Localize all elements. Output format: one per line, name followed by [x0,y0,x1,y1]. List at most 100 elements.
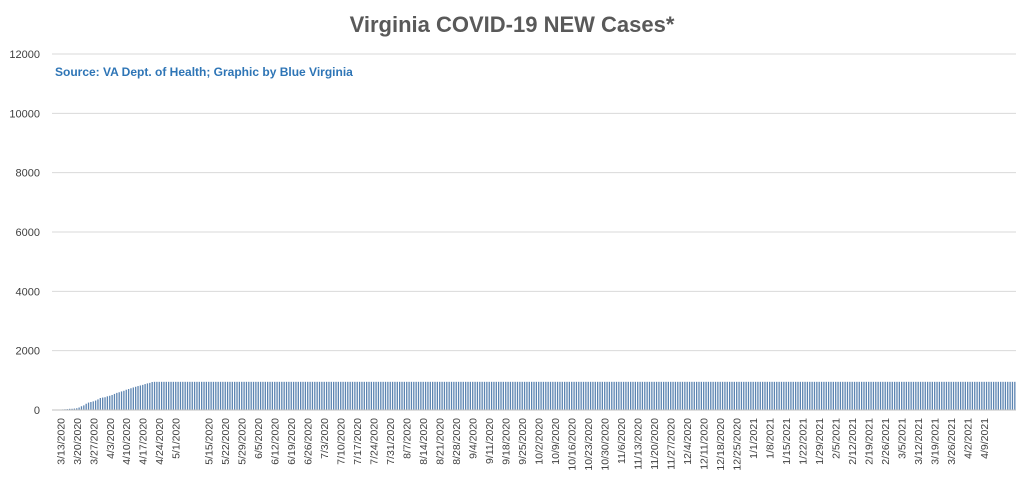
bar [837,381,839,410]
bar [257,381,259,410]
x-tick-label: 5/22/2020 [220,418,232,465]
chart-title: Virginia COVID-19 NEW Cases* [350,12,675,37]
bar [750,381,752,410]
bar [495,381,497,410]
bar [71,408,73,410]
bar [78,407,80,410]
x-tick-label: 2/12/2021 [847,418,859,465]
bar [120,391,123,410]
bar [672,381,674,410]
bar [835,381,837,410]
bar [420,381,422,410]
bar [592,381,594,410]
bar [193,381,196,410]
bar [719,381,721,410]
bar [149,382,151,410]
bar [563,381,566,410]
bar [566,381,568,410]
bar [978,381,981,410]
bar [278,381,281,410]
x-tick-label: 3/5/2021 [897,418,909,459]
bar [794,381,797,410]
bar [778,381,780,410]
bar [1002,381,1004,410]
bar [443,381,446,410]
bar [328,381,330,410]
bar [615,381,618,410]
bar [736,381,738,410]
bar [608,381,611,410]
bar [519,381,521,410]
bar [875,381,877,410]
bar [358,381,361,410]
bar [662,381,665,410]
x-tick-label: 7/3/2020 [319,418,331,459]
bar [375,381,377,410]
bar [236,381,238,410]
bar [285,381,288,410]
bar [488,381,490,410]
bar [950,381,952,410]
bar [825,381,827,410]
bar [330,381,332,410]
bar [118,392,120,410]
bar [589,381,592,410]
bar [476,381,479,410]
bar [241,381,243,410]
bar [212,381,215,410]
bar [99,397,101,410]
bar [728,381,731,410]
bar [245,381,248,410]
bar [827,381,830,410]
bar [457,381,460,410]
bar [450,381,453,410]
bar [290,381,292,410]
bar [846,381,849,410]
bar [83,405,85,410]
bar [219,381,222,410]
bar [538,381,540,410]
bar [783,381,785,410]
bar [325,381,328,410]
bar [217,381,219,410]
bar [747,381,750,410]
bar [773,381,776,410]
bar [660,381,662,410]
bar [915,381,917,410]
bar [806,381,809,410]
bar [460,381,462,410]
bar [540,381,542,410]
bar [391,381,394,410]
bar [493,381,495,410]
x-tick-label: 1/29/2021 [814,418,826,465]
bar [757,381,759,410]
bar [337,381,340,410]
bar [646,381,648,410]
bar [446,381,448,410]
bars [52,381,1016,410]
bar [243,381,245,410]
bar [884,381,886,410]
bar [292,381,295,410]
bar [936,381,938,410]
x-tick-label: 9/11/2020 [484,418,496,464]
bar [498,381,500,410]
bar [87,402,90,410]
bar [990,381,992,410]
bar [549,381,552,410]
bar [509,381,512,410]
bar [839,381,842,410]
x-tick-label: 3/12/2021 [913,418,925,465]
bar [686,381,688,410]
bar [526,381,528,410]
bar [189,381,191,410]
bar [901,381,903,410]
bar [620,381,622,410]
bar [380,381,382,410]
bar [377,381,380,410]
bar [618,381,620,410]
bar [403,381,406,410]
bar [860,381,863,410]
bar [1000,381,1002,410]
y-tick-label: 4000 [16,286,40,298]
